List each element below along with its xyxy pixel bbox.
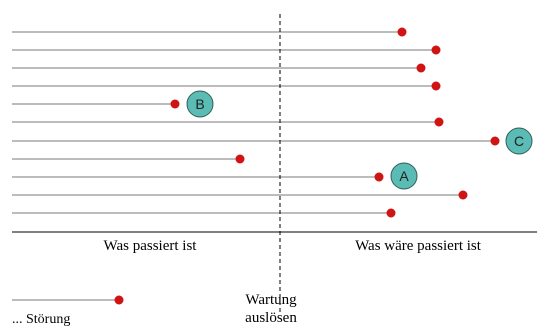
failure-dot [431,81,441,91]
legend-dot [114,295,124,305]
failure-dot [374,172,384,182]
failure-dot [458,190,468,200]
callout-a: A [390,162,418,190]
callout-label: B [195,96,204,112]
failure-dot [490,136,500,146]
failure-dot [170,99,180,109]
callout-b: B [186,90,214,118]
divider-label-line1: Wartung [245,292,297,308]
callout-label: C [514,133,524,149]
callout-circle [505,127,533,155]
callout-circle [390,162,418,190]
callout-label: A [399,168,409,184]
failure-dot [386,208,396,218]
failure-dot [397,27,407,37]
legend-label: ... Störung [12,312,70,326]
callouts: B C A [186,90,533,190]
callout-c: C [505,127,533,155]
divider-label-line2: auslösen [245,310,297,326]
lifelines [12,27,500,218]
caption-past: Was passiert ist [104,238,198,254]
failure-dot [434,117,444,127]
caption-counterfactual: Was wäre passiert ist [355,238,482,254]
failure-dot [235,154,245,164]
legend: ... Störung [12,295,124,326]
failure-dot [416,63,426,73]
callout-circle [186,90,214,118]
failure-dot [431,45,441,55]
